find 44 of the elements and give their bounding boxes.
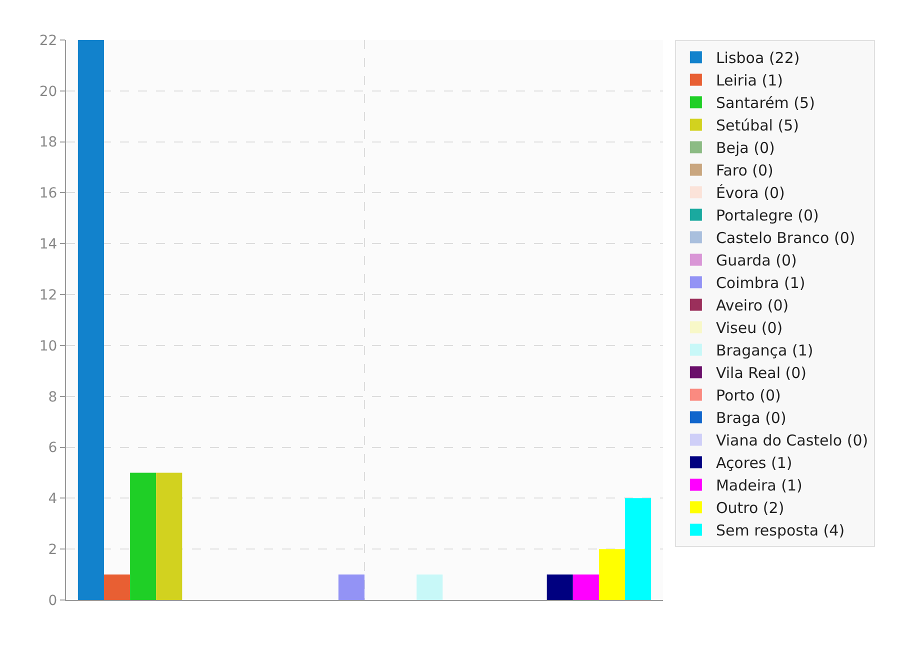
- y-tick-label: 16: [39, 186, 58, 202]
- legend-label: Viana do Castelo (0): [716, 432, 868, 450]
- y-tick-label: 10: [39, 338, 58, 354]
- bar: [625, 498, 652, 600]
- bar: [338, 574, 364, 600]
- bar: [572, 574, 599, 600]
- legend-label: Lisboa (22): [716, 49, 800, 68]
- legend-label: Sem resposta (4): [716, 522, 845, 540]
- legend-label: Viseu (0): [716, 319, 783, 338]
- legend-label: Castelo Branco (0): [716, 229, 856, 248]
- legend-label: Outro (2): [716, 499, 784, 518]
- bar: [156, 472, 182, 600]
- legend-label: Braga (0): [716, 409, 786, 428]
- legend-label: Madeira (1): [716, 476, 802, 495]
- legend-label: Aveiro (0): [716, 296, 789, 315]
- y-tick-label: 8: [48, 389, 58, 406]
- legend-label: Évora (0): [716, 184, 785, 202]
- y-tick-label: 2: [48, 542, 58, 558]
- y-tick-label: 14: [39, 236, 58, 253]
- y-tick-label: 22: [39, 32, 58, 49]
- bar: [546, 574, 573, 600]
- bar: [78, 40, 104, 600]
- legend-label: Vila Real (0): [716, 364, 807, 382]
- y-tick-label: 12: [39, 287, 58, 304]
- bar: [416, 574, 443, 600]
- y-tick-label: 18: [39, 134, 58, 151]
- y-tick-label: 20: [39, 84, 58, 100]
- legend-label: Leiria (1): [716, 72, 783, 90]
- legend-label: Coimbra (1): [716, 274, 806, 292]
- bar: [598, 549, 626, 600]
- legend-label: Portalegre (0): [716, 206, 819, 225]
- legend-label: Porto (0): [716, 386, 781, 405]
- legend-label: Faro (0): [716, 162, 774, 180]
- legend-label: Guarda (0): [716, 252, 797, 270]
- y-tick-label: 0: [48, 592, 58, 609]
- bar: [130, 472, 156, 600]
- legend-label: Bragança (1): [716, 342, 814, 360]
- bar: [104, 574, 130, 600]
- legend-label: Santarém (5): [716, 94, 815, 112]
- legend-label: Setúbal (5): [716, 116, 799, 135]
- legend-label: Beja (0): [716, 139, 775, 158]
- legend-label: Açores (1): [716, 454, 792, 472]
- y-tick-label: 6: [48, 440, 58, 456]
- y-tick-label: 4: [48, 491, 58, 508]
